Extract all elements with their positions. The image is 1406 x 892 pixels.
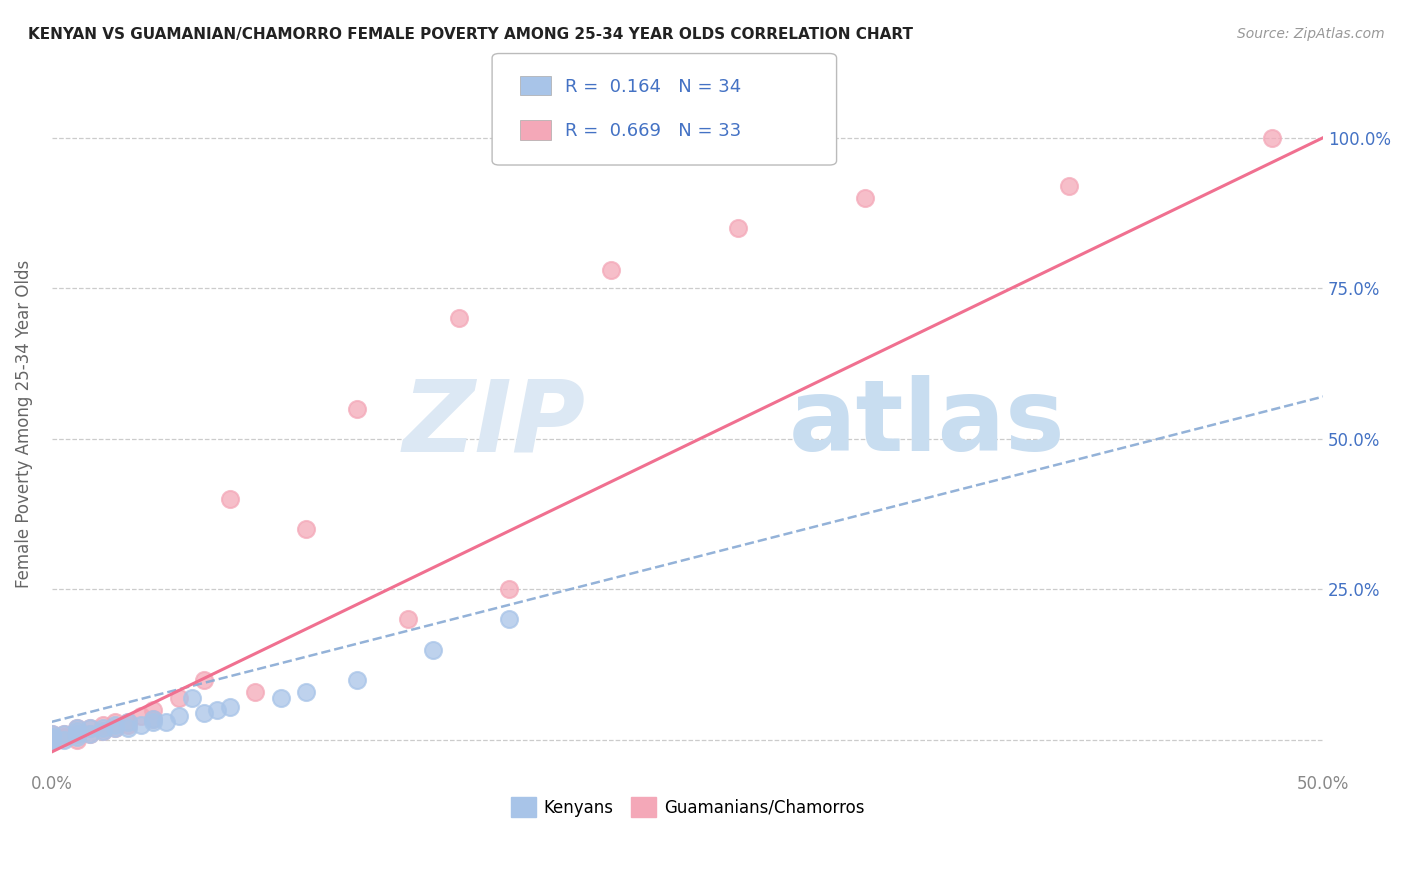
Point xyxy=(142,703,165,717)
Point xyxy=(167,708,190,723)
Point xyxy=(218,699,240,714)
Point xyxy=(53,732,76,747)
Point xyxy=(41,730,63,744)
Legend: Kenyans, Guamanians/Chamorros: Kenyans, Guamanians/Chamorros xyxy=(503,790,872,824)
Point xyxy=(41,727,63,741)
Point xyxy=(53,730,76,744)
Point xyxy=(66,730,89,744)
Point xyxy=(193,673,215,687)
Point xyxy=(104,721,127,735)
Text: atlas: atlas xyxy=(789,376,1066,472)
Point xyxy=(447,311,470,326)
Point xyxy=(396,612,419,626)
Point xyxy=(66,732,89,747)
Point xyxy=(346,673,368,687)
Point xyxy=(104,721,127,735)
Point xyxy=(41,730,63,744)
Point xyxy=(91,721,114,735)
Point xyxy=(41,730,63,744)
Point xyxy=(295,684,318,698)
Point xyxy=(270,690,292,705)
Point xyxy=(41,732,63,747)
Point xyxy=(41,727,63,741)
Y-axis label: Female Poverty Among 25-34 Year Olds: Female Poverty Among 25-34 Year Olds xyxy=(15,260,32,588)
Point xyxy=(142,712,165,726)
Point xyxy=(498,612,520,626)
Point xyxy=(193,706,215,720)
Point xyxy=(79,721,101,735)
Point xyxy=(79,727,101,741)
Point xyxy=(41,732,63,747)
Point xyxy=(41,732,63,747)
Point xyxy=(117,714,139,729)
Point xyxy=(142,714,165,729)
Point xyxy=(117,721,139,735)
Point xyxy=(117,718,139,732)
Point xyxy=(91,723,114,738)
Text: ZIP: ZIP xyxy=(402,376,586,472)
Text: R =  0.669   N = 33: R = 0.669 N = 33 xyxy=(565,122,741,140)
Point xyxy=(1261,130,1284,145)
Point xyxy=(295,522,318,536)
Point xyxy=(727,221,749,235)
Point xyxy=(66,721,89,735)
Point xyxy=(53,727,76,741)
Point xyxy=(66,727,89,741)
Point xyxy=(41,732,63,747)
Point xyxy=(142,712,165,726)
Point xyxy=(155,714,177,729)
Point xyxy=(79,721,101,735)
Point xyxy=(53,727,76,741)
Point xyxy=(66,727,89,741)
Point xyxy=(79,727,101,741)
Point xyxy=(66,723,89,738)
Point xyxy=(91,718,114,732)
Text: KENYAN VS GUAMANIAN/CHAMORRO FEMALE POVERTY AMONG 25-34 YEAR OLDS CORRELATION CH: KENYAN VS GUAMANIAN/CHAMORRO FEMALE POVE… xyxy=(28,27,912,42)
Point xyxy=(600,263,623,277)
Point xyxy=(243,684,266,698)
Point xyxy=(180,690,202,705)
Point xyxy=(205,703,228,717)
Point xyxy=(117,714,139,729)
Point xyxy=(498,582,520,597)
Point xyxy=(66,721,89,735)
Point xyxy=(167,690,190,705)
Point xyxy=(129,718,152,732)
Point xyxy=(855,191,877,205)
Text: Source: ZipAtlas.com: Source: ZipAtlas.com xyxy=(1237,27,1385,41)
Text: R =  0.164   N = 34: R = 0.164 N = 34 xyxy=(565,78,741,95)
Point xyxy=(346,401,368,416)
Point xyxy=(129,708,152,723)
Point xyxy=(104,718,127,732)
Point xyxy=(104,714,127,729)
Point xyxy=(91,723,114,738)
Point xyxy=(218,491,240,506)
Point xyxy=(1057,178,1080,193)
Point xyxy=(422,642,444,657)
